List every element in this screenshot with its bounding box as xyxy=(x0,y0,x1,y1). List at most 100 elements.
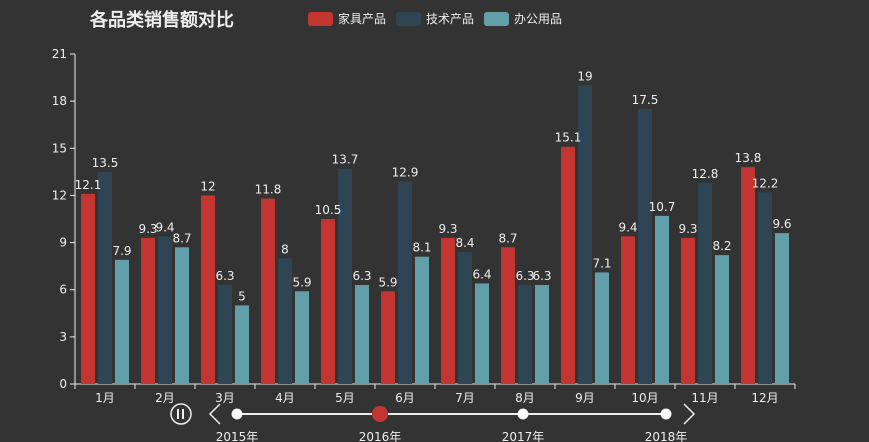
bar-office[interactable] xyxy=(595,272,609,384)
bar-value-label: 10.7 xyxy=(649,200,676,214)
bar-value-label: 5.9 xyxy=(292,275,311,289)
bar-furniture[interactable] xyxy=(561,146,575,384)
bar-office[interactable] xyxy=(775,233,789,384)
x-tick-label: 4月 xyxy=(275,391,295,405)
y-tick-label: 9 xyxy=(59,236,67,250)
bar-office[interactable] xyxy=(715,255,729,384)
legend-item-office[interactable]: 办公用品 xyxy=(484,10,562,27)
legend-label-tech: 技术产品 xyxy=(426,12,475,26)
bars xyxy=(81,85,789,384)
bar-office[interactable] xyxy=(115,259,129,384)
axes: 0 3 6 9 12 15 18 21 1月 2月 3月 4月 5月 6月 7月 8月 9月 10月 11月 12月 xyxy=(52,47,796,405)
x-tick-label: 8月 xyxy=(515,391,535,405)
legend-item-furniture[interactable]: 家具产品 xyxy=(308,10,386,27)
bar-value-label: 8.2 xyxy=(712,239,731,253)
bar-tech[interactable] xyxy=(98,171,112,384)
bar-value-label: 13.8 xyxy=(735,151,762,165)
bar-value-label: 9.3 xyxy=(438,222,457,236)
bar-furniture[interactable] xyxy=(321,219,335,384)
bar-office[interactable] xyxy=(175,247,189,384)
timeline-point[interactable] xyxy=(517,408,529,420)
bar-furniture[interactable] xyxy=(741,167,755,384)
bar-value-label: 9.6 xyxy=(772,217,791,231)
timeline-point[interactable] xyxy=(231,408,243,420)
bar-tech[interactable] xyxy=(518,285,532,384)
bar-value-label: 9.3 xyxy=(678,222,697,236)
bar-tech[interactable] xyxy=(398,181,412,384)
bar-tech[interactable] xyxy=(638,109,652,384)
bar-value-label: 5 xyxy=(238,289,246,303)
x-tick-label: 11月 xyxy=(691,391,718,405)
bar-value-label: 12.2 xyxy=(752,176,779,190)
bar-value-label: 8.7 xyxy=(172,231,191,245)
timeline-point[interactable] xyxy=(660,408,672,420)
bar-tech[interactable] xyxy=(698,182,712,384)
bar-value-label: 6.4 xyxy=(472,267,491,281)
x-tick-label: 9月 xyxy=(575,391,595,405)
bar-tech[interactable] xyxy=(758,192,772,384)
timeline-year-label: 2017年 xyxy=(502,430,545,442)
bar-value-label: 15.1 xyxy=(555,131,582,145)
bar-value-label: 9.4 xyxy=(618,220,637,234)
bar-furniture[interactable] xyxy=(621,236,635,384)
bar-value-label: 10.5 xyxy=(315,203,342,217)
pause-bar-left xyxy=(177,409,179,419)
legend-item-tech[interactable]: 技术产品 xyxy=(396,10,474,27)
legend-swatch-tech xyxy=(396,11,422,26)
timeline-year-label: 2018年 xyxy=(645,430,688,442)
bar-tech[interactable] xyxy=(278,258,292,384)
data-labels: 12.113.57.99.39.48.7126.3511.885.910.513… xyxy=(75,69,792,303)
bar-value-label: 13.5 xyxy=(92,156,119,170)
timeline-year-label: 2016年 xyxy=(359,430,402,442)
bar-furniture[interactable] xyxy=(141,237,155,384)
bar-furniture[interactable] xyxy=(501,247,515,384)
bar-value-label: 8.1 xyxy=(412,241,431,255)
x-tick-label: 5月 xyxy=(335,391,355,405)
bar-tech[interactable] xyxy=(158,236,172,384)
pause-icon[interactable] xyxy=(170,403,192,425)
x-tick-label: 12月 xyxy=(751,391,778,405)
chevron-left-icon[interactable] xyxy=(208,403,221,425)
bar-office[interactable] xyxy=(235,305,249,384)
bar-furniture[interactable] xyxy=(681,237,695,384)
bar-furniture[interactable] xyxy=(201,195,215,384)
bar-value-label: 8.4 xyxy=(455,236,474,250)
bar-office[interactable] xyxy=(475,283,489,384)
bar-value-label: 12.8 xyxy=(692,167,719,181)
bar-furniture[interactable] xyxy=(381,291,395,384)
timeline: 2015年 2016年 2017年 2018年 xyxy=(170,403,696,442)
bar-tech[interactable] xyxy=(458,252,472,384)
legend-label-furniture: 家具产品 xyxy=(338,12,387,26)
bar-office[interactable] xyxy=(355,285,369,384)
bar-value-label: 11.8 xyxy=(255,183,282,197)
bar-value-label: 17.5 xyxy=(632,93,659,107)
bar-tech[interactable] xyxy=(218,285,232,384)
bar-value-label: 8.7 xyxy=(498,231,517,245)
x-tick-label: 10月 xyxy=(631,391,658,405)
bar-office[interactable] xyxy=(535,285,549,384)
y-tick-label: 21 xyxy=(52,47,67,61)
chevron-right-icon[interactable] xyxy=(683,403,696,425)
bar-furniture[interactable] xyxy=(261,198,275,384)
timeline-year-label: 2015年 xyxy=(216,430,259,442)
bar-furniture[interactable] xyxy=(81,193,95,384)
chart-title: 各品类销售额对比 xyxy=(90,10,234,31)
bar-value-label: 7.9 xyxy=(112,244,131,258)
bar-value-label: 13.7 xyxy=(332,153,359,167)
bar-value-label: 12.1 xyxy=(75,178,102,192)
y-tick-label: 3 xyxy=(59,330,67,344)
bar-office[interactable] xyxy=(295,291,309,384)
bar-office[interactable] xyxy=(415,256,429,384)
bar-value-label: 6.3 xyxy=(215,269,234,283)
bar-value-label: 5.9 xyxy=(378,275,397,289)
bar-furniture[interactable] xyxy=(441,237,455,384)
timeline-current-point[interactable] xyxy=(372,406,388,422)
bar-value-label: 9.3 xyxy=(138,222,157,236)
x-tick-label: 7月 xyxy=(455,391,475,405)
bar-value-label: 19 xyxy=(577,69,592,83)
bar-office[interactable] xyxy=(655,215,669,384)
bar-value-label: 7.1 xyxy=(592,256,611,270)
bar-tech[interactable] xyxy=(338,168,352,384)
bar-tech[interactable] xyxy=(578,85,592,384)
